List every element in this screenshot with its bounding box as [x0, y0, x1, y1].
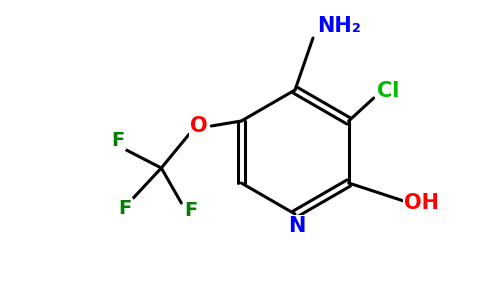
Text: OH: OH — [404, 193, 439, 213]
Text: Cl: Cl — [377, 81, 399, 101]
Text: F: F — [185, 202, 198, 220]
Text: NH₂: NH₂ — [317, 16, 361, 36]
Text: F: F — [112, 130, 125, 149]
Text: O: O — [191, 116, 208, 136]
Text: F: F — [119, 199, 132, 218]
Text: N: N — [288, 216, 306, 236]
